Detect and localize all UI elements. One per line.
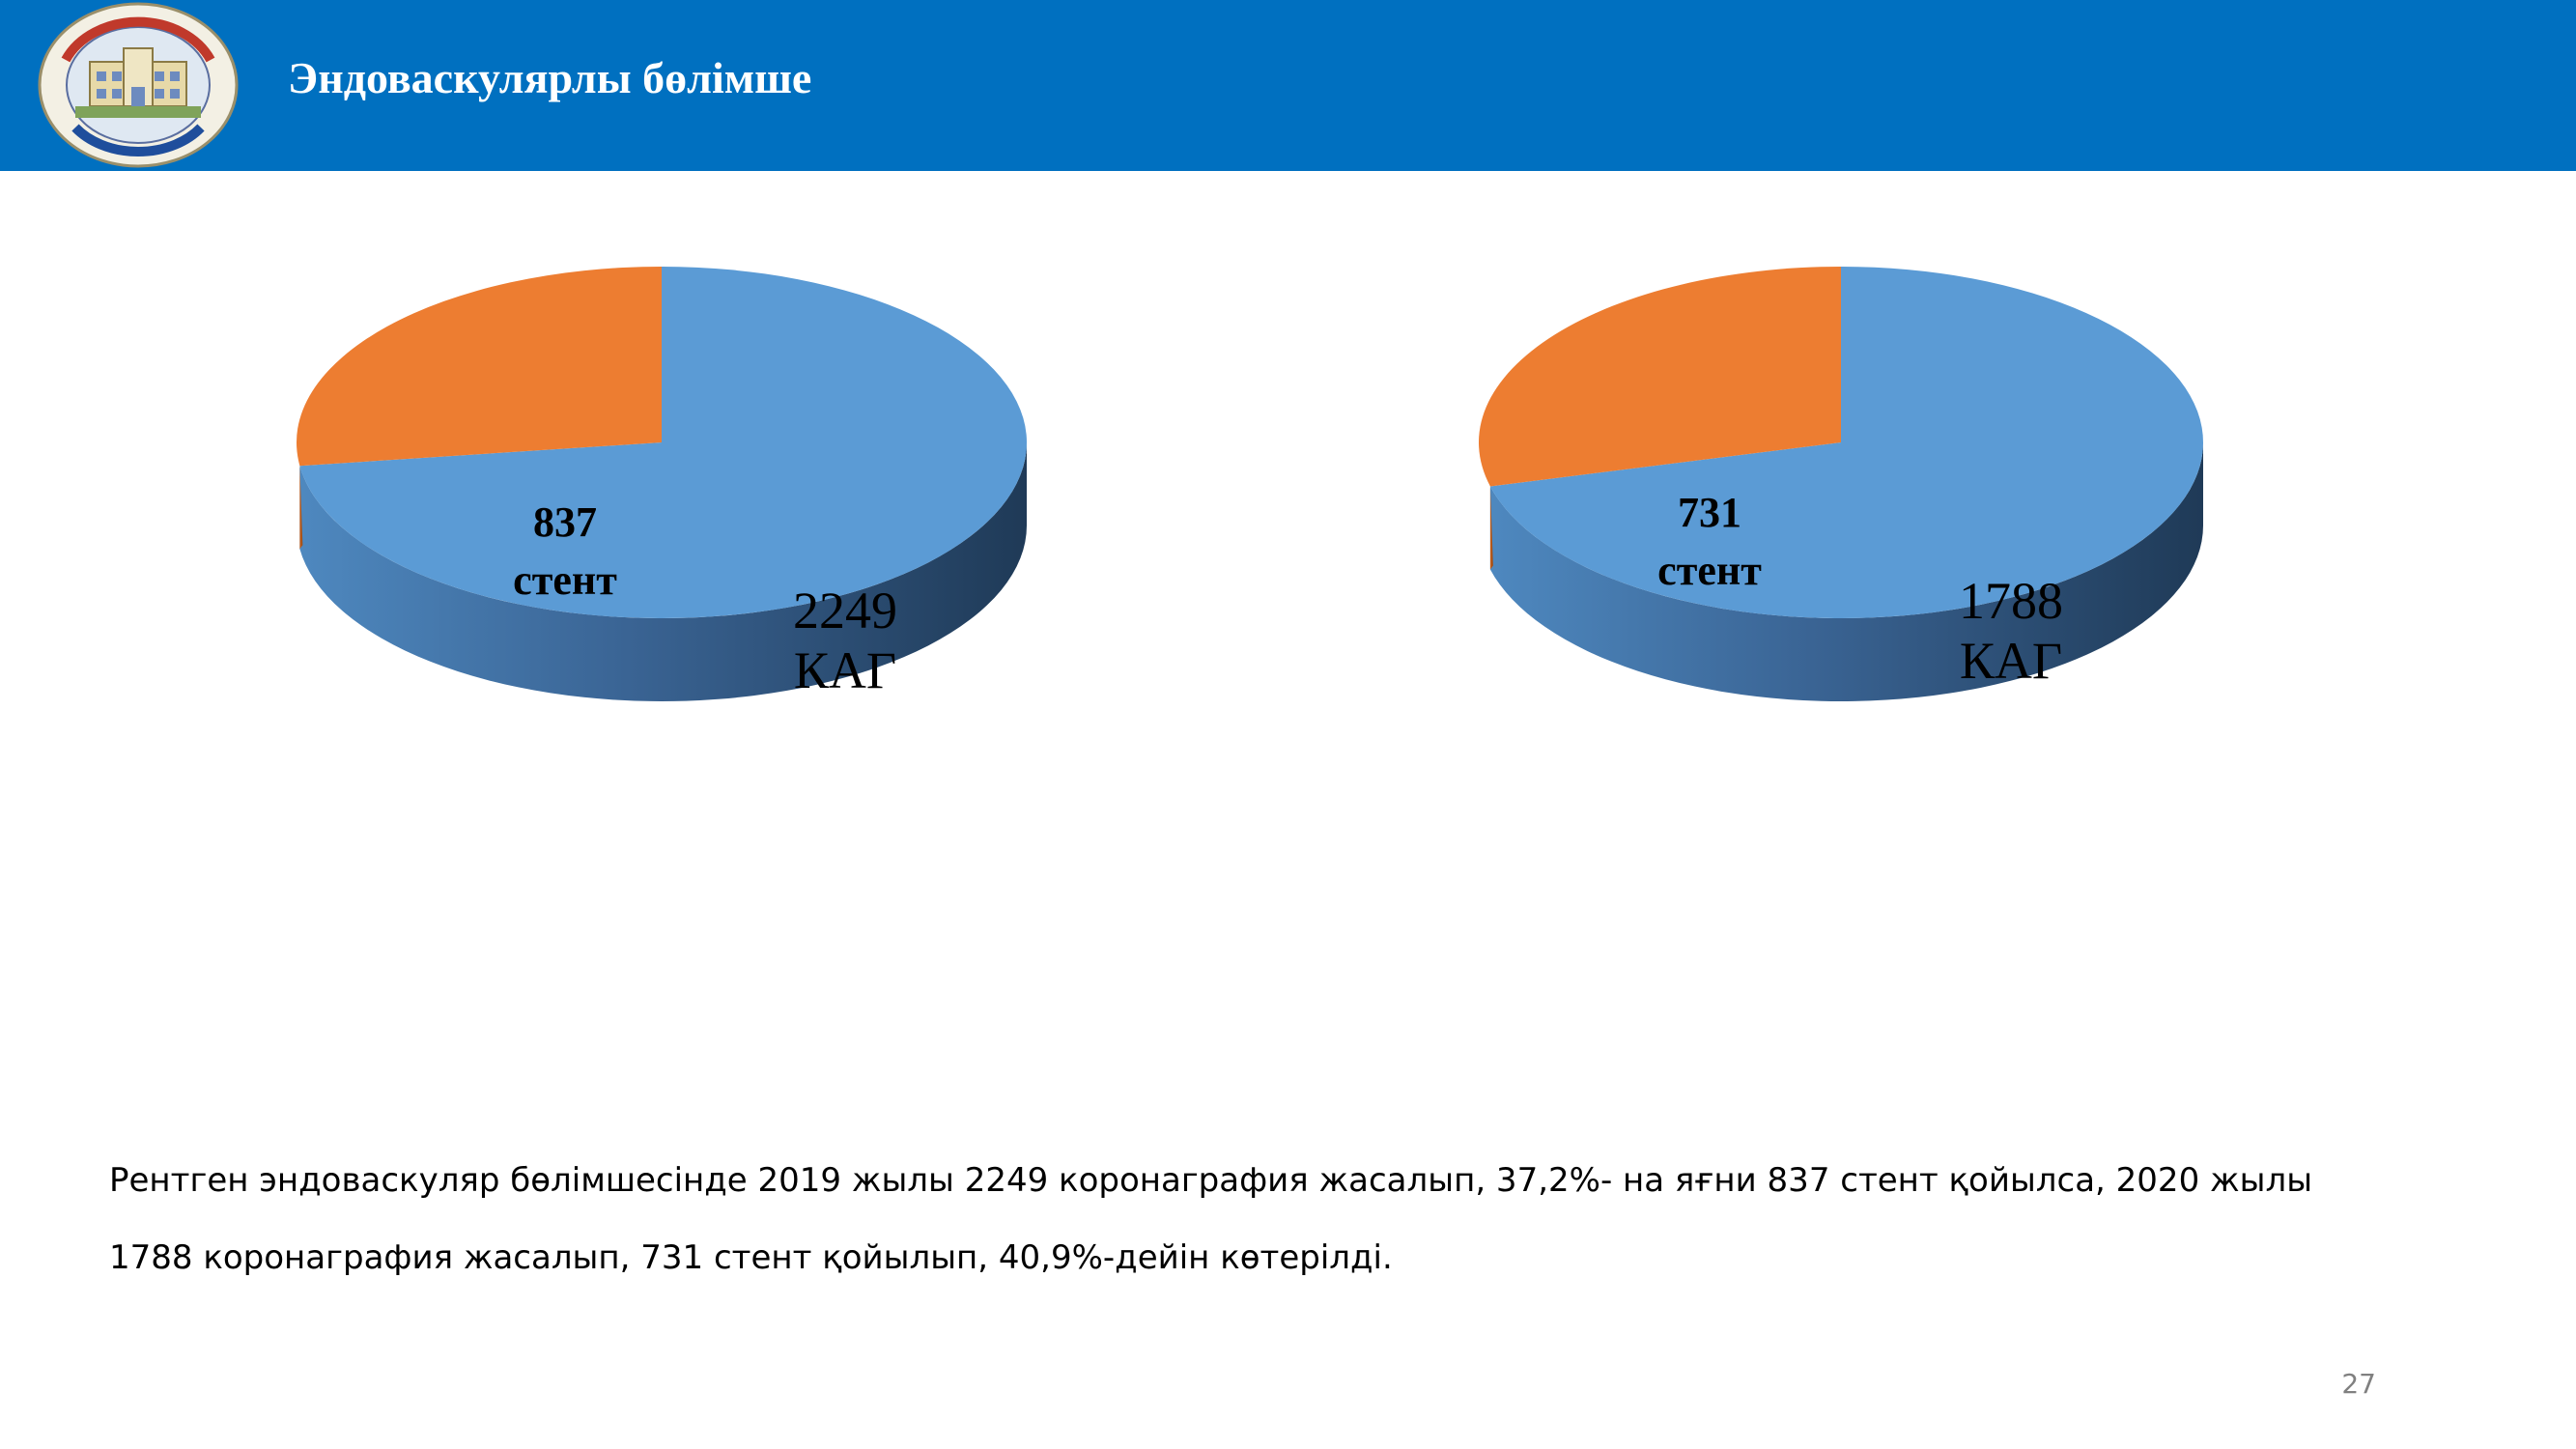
pie-chart-2020: 1788 КАГ 731 стент [1479,267,2203,701]
description-line-1: Рентген эндоваскуляр бөлімшесінде 2019 ж… [109,1161,2313,1200]
page-title: Эндоваскулярлы бөлімше [288,53,812,102]
description-line-2: 1788 коронаграфия жасалып, 731 стент қой… [109,1238,1393,1277]
hospital-logo [38,2,239,168]
pie-side-wall [299,442,1028,702]
pie-side-wall [1489,442,2203,701]
pie-slice-stent [296,267,662,467]
pie-slice-каг [299,267,1028,619]
pie-charts: 2249 КАГ 837 стент 1788 КАГ 731 стент [296,267,2203,702]
description-text: Рентген эндоваскуляр бөлімшесінде 2019 ж… [109,1142,2495,1296]
pie-slice-stent [1479,267,1841,487]
data-label-stent: 837 стент [513,498,617,604]
pie-chart-2019: 2249 КАГ 837 стент [296,267,1028,702]
pie-slice-каг [1489,267,2203,618]
data-label-stent: 731 стент [1657,489,1762,594]
page-number: 27 [2341,1368,2376,1400]
header-bar: Эндоваскулярлы бөлімше [0,0,2576,171]
data-label-kag: 1788 КАГ [1959,572,2063,690]
data-label-kag: 2249 КАГ [793,582,897,699]
